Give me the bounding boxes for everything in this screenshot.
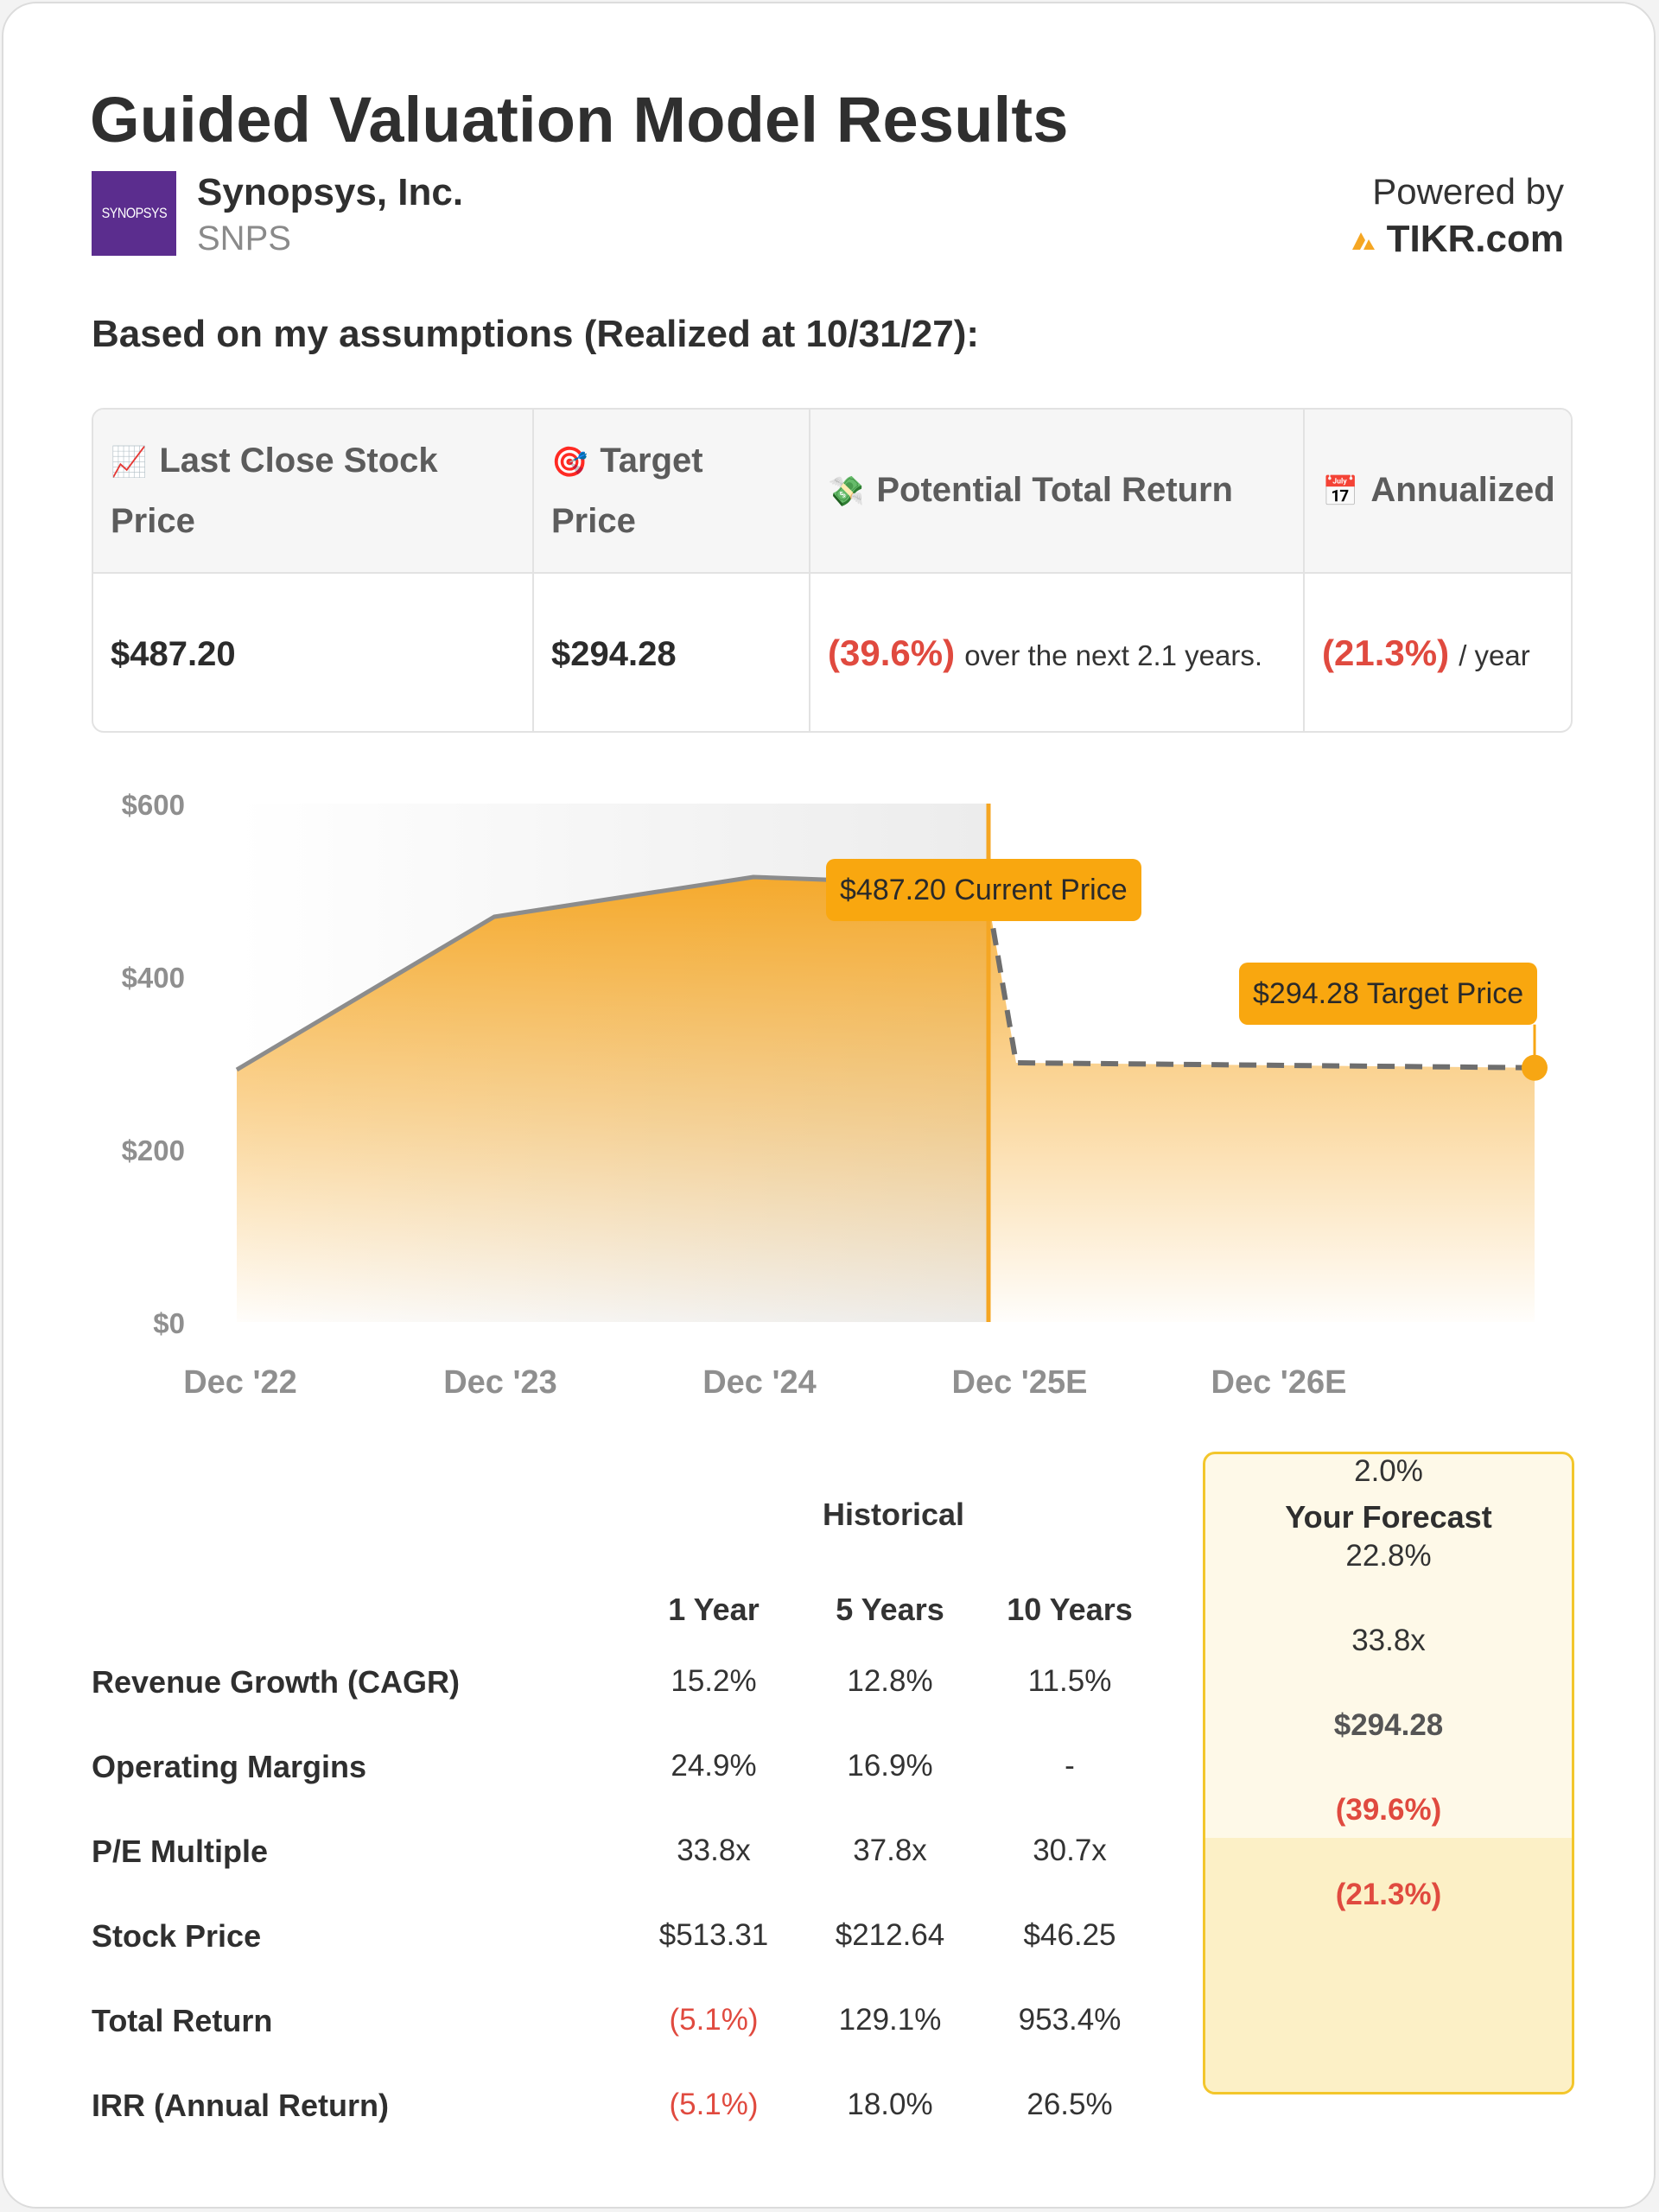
summary-header-total-return: 💸 Potential Total Return [828, 410, 1289, 572]
summary-table: 📈 Last Close Stock Price $487.20 🎯 Target … [92, 408, 1573, 733]
logo-text: SYNOPSYS [101, 205, 167, 221]
summary-header-row [93, 410, 1571, 574]
powered-by-label: Powered by [1372, 171, 1564, 212]
price-chart: $600 $400 $200 $0 Dec '22 Dec '23 Dec '24 Dec '… [122, 789, 1548, 1401]
table-cell: 16.9% [847, 1749, 933, 1783]
table-cell: 953.4% [1018, 2003, 1122, 2037]
chart-up-icon: 📈 [111, 446, 148, 479]
table-cell: (5.1%) [669, 2003, 759, 2037]
header-label: Target Price [551, 442, 703, 540]
last-close-value: $487.20 [111, 635, 236, 673]
table-cell: - [1065, 1749, 1075, 1783]
historical-header: Historical [822, 1497, 965, 1532]
col-5-years: 5 Years [836, 1592, 944, 1627]
forecast-value: (21.3%) [1335, 1878, 1442, 1911]
target-price-tooltip: $294.28 Target Price [1239, 963, 1538, 1025]
summary-header-last-close: 📈 Last Close Stock Price [111, 410, 518, 572]
total-return-suffix: over the next 2.1 years. [964, 639, 1263, 671]
x-tick-label: Dec '23 [443, 1364, 557, 1401]
table-cell: 33.8x [677, 1834, 751, 1867]
col-10-years: 10 Years [1007, 1592, 1133, 1627]
y-tick-label: $200 [122, 1135, 185, 1166]
y-tick-label: $400 [122, 962, 185, 994]
forecast-panel: Your Forecast 2.0% 22.8% 33.8x $294.28 (39.6… [1203, 1452, 1574, 2094]
company-ticker: SNPS [197, 219, 291, 257]
target-marker-dot [1522, 1054, 1548, 1081]
forecast-value: $294.28 [1333, 1708, 1444, 1742]
summary-header-annualized: 📅 Annualized [1322, 410, 1560, 572]
x-tick-label: Dec '25E [952, 1364, 1088, 1401]
annualized-value: (21.3%) [1322, 632, 1450, 673]
historical-area [237, 877, 988, 1322]
current-price-tooltip: $487.20 Current Price [826, 859, 1141, 921]
header-label: Annualized [1370, 471, 1555, 509]
row-label: IRR (Annual Return) [92, 2088, 389, 2123]
table-cell: $513.31 [658, 1918, 769, 1952]
total-return-value: (39.6%) [828, 632, 956, 673]
table-cell: 37.8x [853, 1834, 927, 1867]
summary-col-total-return: 💸 Potential Total Return (39.6%) over the… [810, 410, 1305, 731]
page-title: Guided Valuation Model Results [90, 84, 1069, 156]
table-cell: $46.25 [1023, 1918, 1116, 1952]
col-1-year: 1 Year [668, 1592, 760, 1627]
y-tick-label: $0 [153, 1307, 185, 1339]
company-logo: SYNOPSYS [92, 171, 176, 256]
x-tick-label: Dec '26E [1211, 1364, 1347, 1401]
forecast-value: (39.6%) [1335, 1793, 1442, 1827]
row-label: Revenue Growth (CAGR) [92, 1664, 461, 1700]
brand-link[interactable]: TIKR.com [1351, 218, 1564, 261]
table-cell: 18.0% [847, 2088, 933, 2121]
table-cell: 12.8% [847, 1664, 933, 1698]
calendar-icon: 📅 [1322, 475, 1359, 508]
target-icon: 🎯 [551, 446, 588, 479]
annualized-cell: (21.3%) / year [1322, 574, 1557, 731]
assumptions-heading: Based on my assumptions (Realized at 10/… [92, 313, 980, 355]
table-cell: 11.5% [1027, 1664, 1112, 1698]
total-return-cell: (39.6%) over the next 2.1 years. [828, 574, 1286, 731]
summary-col-annualized: 📅 Annualized (21.3%) / year [1305, 410, 1571, 731]
y-tick-label: $600 [122, 789, 185, 821]
forecast-value: 33.8x [1351, 1624, 1426, 1657]
row-label: Total Return [92, 2003, 273, 2038]
row-label: Stock Price [92, 1918, 262, 1954]
money-icon: 💸 [828, 475, 865, 508]
table-cell: 30.7x [1033, 1834, 1107, 1867]
row-label: Operating Margins [92, 1749, 367, 1784]
table-cell: 24.9% [671, 1749, 757, 1783]
brand-name: TIKR.com [1386, 218, 1564, 260]
table-cell: (5.1%) [669, 2088, 759, 2121]
summary-col-target: 🎯 Target Price $294.28 [534, 410, 810, 731]
table-cell: $212.64 [835, 1918, 945, 1952]
table-cell: 15.2% [671, 1664, 757, 1698]
forecast-value: 2.0% [1354, 1454, 1423, 1488]
header-label: Last Close Stock Price [111, 442, 438, 540]
forecast-results-bg [1205, 1838, 1572, 2092]
x-tick-label: Dec '24 [702, 1364, 817, 1401]
table-cell: 129.1% [838, 2003, 942, 2037]
forecast-header: Your Forecast [1285, 1499, 1492, 1535]
annualized-suffix: / year [1459, 639, 1530, 671]
summary-header-target: 🎯 Target Price [551, 410, 795, 572]
header-label: Potential Total Return [876, 471, 1233, 509]
x-tick-label: Dec '22 [183, 1364, 297, 1401]
table-cell: 26.5% [1027, 2088, 1113, 2121]
company-name: Synopsys, Inc. [197, 171, 464, 213]
forecast-line [986, 900, 1535, 1071]
target-price-value: $294.28 [551, 635, 677, 673]
forecast-area [988, 900, 1535, 1322]
forecast-value: 22.8% [1345, 1539, 1432, 1573]
tikr-logo-icon [1351, 232, 1375, 250]
row-label: P/E Multiple [92, 1834, 269, 1869]
summary-col-last-close: 📈 Last Close Stock Price $487.20 [93, 410, 534, 731]
